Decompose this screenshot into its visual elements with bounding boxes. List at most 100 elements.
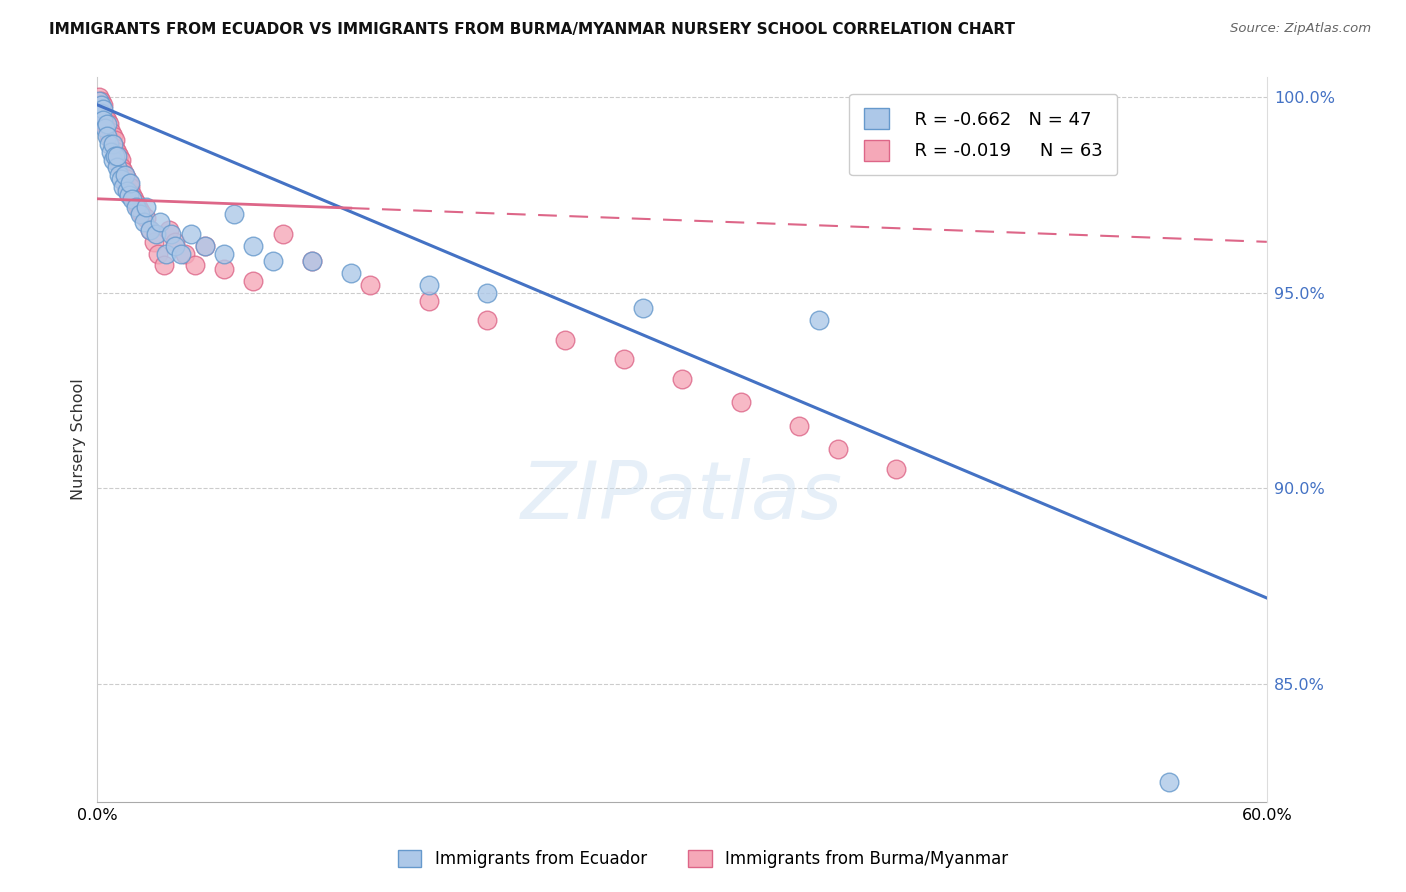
Point [94, 121, 117, 136]
Point [165, 235, 187, 249]
Point [159, 223, 181, 237]
Point [134, 215, 156, 229]
Point [135, 200, 157, 214]
Point [212, 246, 235, 260]
Point [111, 164, 134, 178]
Point [96, 117, 118, 131]
Point [131, 207, 153, 221]
Y-axis label: Nursery School: Nursery School [72, 378, 86, 500]
Point [98, 136, 121, 151]
Point [107, 169, 129, 183]
Point [165, 238, 187, 252]
Text: Source: ZipAtlas.com: Source: ZipAtlas.com [1230, 22, 1371, 36]
Point [104, 133, 127, 147]
Point [242, 238, 264, 252]
Point [242, 274, 264, 288]
Point [807, 313, 830, 327]
Legend:   R = -0.662   N = 47,   R = -0.019     N = 63: R = -0.662 N = 47, R = -0.019 N = 63 [849, 94, 1118, 175]
Point [787, 418, 810, 433]
Point [193, 238, 215, 252]
Point [145, 227, 167, 241]
Point [271, 227, 294, 241]
Point [91, 113, 114, 128]
Point [222, 207, 245, 221]
Point [170, 246, 193, 260]
Point [105, 161, 128, 175]
Text: IMMIGRANTS FROM ECUADOR VS IMMIGRANTS FROM BURMA/MYANMAR NURSERY SCHOOL CORRELAT: IMMIGRANTS FROM ECUADOR VS IMMIGRANTS FR… [49, 22, 1015, 37]
Point [631, 301, 654, 316]
Point [730, 395, 752, 409]
Point [114, 169, 136, 183]
Point [152, 258, 174, 272]
Point [139, 223, 162, 237]
Point [96, 121, 118, 136]
Point [886, 462, 908, 476]
Point [90, 105, 112, 120]
Point [117, 184, 139, 198]
Point [671, 372, 693, 386]
Point [827, 442, 849, 457]
Legend: Immigrants from Ecuador, Immigrants from Burma/Myanmar: Immigrants from Ecuador, Immigrants from… [389, 842, 1017, 877]
Point [1159, 775, 1181, 789]
Point [418, 293, 440, 308]
Point [101, 136, 124, 151]
Point [90, 98, 112, 112]
Point [96, 113, 118, 128]
Point [117, 187, 139, 202]
Point [174, 246, 197, 260]
Point [117, 176, 139, 190]
Point [120, 180, 142, 194]
Text: ZIPatlas: ZIPatlas [522, 458, 844, 536]
Point [135, 211, 157, 226]
Point [90, 94, 112, 108]
Point [139, 223, 162, 237]
Point [89, 98, 111, 112]
Point [91, 98, 114, 112]
Point [129, 203, 152, 218]
Point [301, 254, 323, 268]
Point [339, 266, 361, 280]
Point [111, 180, 134, 194]
Point [155, 246, 177, 260]
Point [107, 149, 129, 163]
Point [554, 333, 576, 347]
Point [114, 169, 136, 183]
Point [94, 117, 117, 131]
Point [475, 313, 498, 327]
Point [100, 145, 122, 159]
Point [101, 153, 124, 167]
Point [613, 352, 636, 367]
Point [160, 227, 183, 241]
Point [105, 153, 128, 167]
Point [127, 200, 149, 214]
Point [262, 254, 284, 268]
Point [89, 90, 111, 104]
Point [475, 285, 498, 300]
Point [101, 129, 124, 144]
Point [115, 180, 138, 194]
Point [142, 235, 165, 249]
Point [91, 102, 114, 116]
Point [107, 156, 129, 170]
Point [301, 254, 323, 268]
Point [89, 94, 111, 108]
Point [104, 149, 127, 163]
Point [100, 133, 122, 147]
Point [121, 192, 143, 206]
Point [94, 110, 117, 124]
Point [91, 105, 114, 120]
Point [180, 227, 202, 241]
Point [418, 277, 440, 292]
Point [120, 176, 142, 190]
Point [90, 102, 112, 116]
Point [91, 113, 114, 128]
Point [104, 141, 127, 155]
Point [146, 246, 169, 260]
Point [101, 136, 124, 151]
Point [129, 207, 152, 221]
Point [359, 277, 381, 292]
Point [124, 192, 146, 206]
Point [98, 117, 121, 131]
Point [105, 149, 128, 163]
Point [125, 200, 148, 214]
